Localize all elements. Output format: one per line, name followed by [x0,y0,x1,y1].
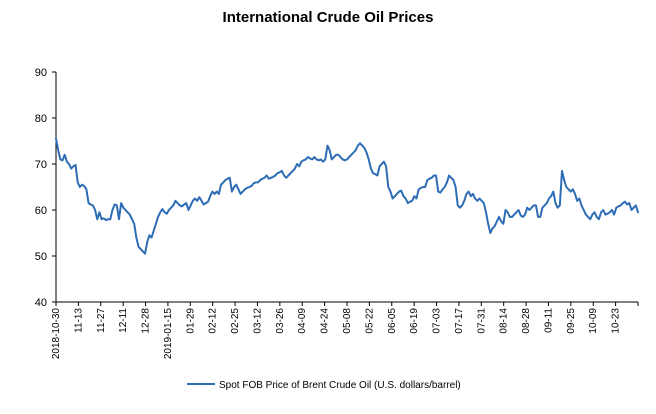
x-tick-label: 08-28 [521,308,532,334]
x-tick-label: 09-25 [566,308,577,334]
series-line-brent-spot-price [55,137,639,255]
x-tick-label: 12-28 [141,308,152,334]
x-tick-label: 02-12 [208,308,219,334]
plot-area [55,137,639,255]
x-tick-label: 06-05 [387,308,398,334]
x-tick-label: 05-22 [364,308,375,334]
y-tick-label: 80 [35,113,47,125]
legend: Spot FOB Price of Brent Crude Oil (U.S. … [187,380,461,391]
x-tick-label: 03-26 [275,308,286,334]
x-tick-label: 07-17 [454,308,465,334]
x-tick-label: 11-13 [73,308,84,333]
y-axis: 40 50 60 70 80 90 [35,67,57,309]
x-tick-label: 07-03 [432,308,443,334]
y-tick-label: 40 [35,297,47,309]
legend-label: Spot FOB Price of Brent Crude Oil (U.S. … [219,380,461,391]
x-tick-label: 09-11 [543,308,554,333]
chart-title: International Crude Oil Prices [222,9,434,26]
x-tick-label: 04-09 [297,308,308,334]
x-tick-label: 10-09 [588,308,599,334]
x-tick-label: 2018-10-30 [51,308,62,360]
x-tick-label: 01-29 [185,308,196,334]
y-tick-label: 60 [35,205,47,217]
x-tick-label: 03-12 [252,308,263,334]
y-tick-label: 50 [35,251,47,263]
x-tick-label: 08-14 [499,308,510,334]
x-tick-label: 10-23 [611,308,622,334]
x-tick-label: 05-08 [342,308,353,334]
x-tick-label: 02-25 [230,308,241,334]
x-tick-label: 12-11 [118,308,129,333]
x-tick-label: 04-24 [320,308,331,334]
x-tick-label: 11-27 [96,308,107,333]
y-tick-label: 70 [35,159,47,171]
x-tick-label: 07-31 [476,308,487,334]
x-tick-label: 2019-01-15 [163,308,174,360]
x-axis: 2018-10-30 11-13 11-27 12-11 12-28 2019-01-15… [51,301,639,360]
y-tick-label: 90 [35,67,47,79]
x-tick-label: 06-19 [409,308,420,334]
